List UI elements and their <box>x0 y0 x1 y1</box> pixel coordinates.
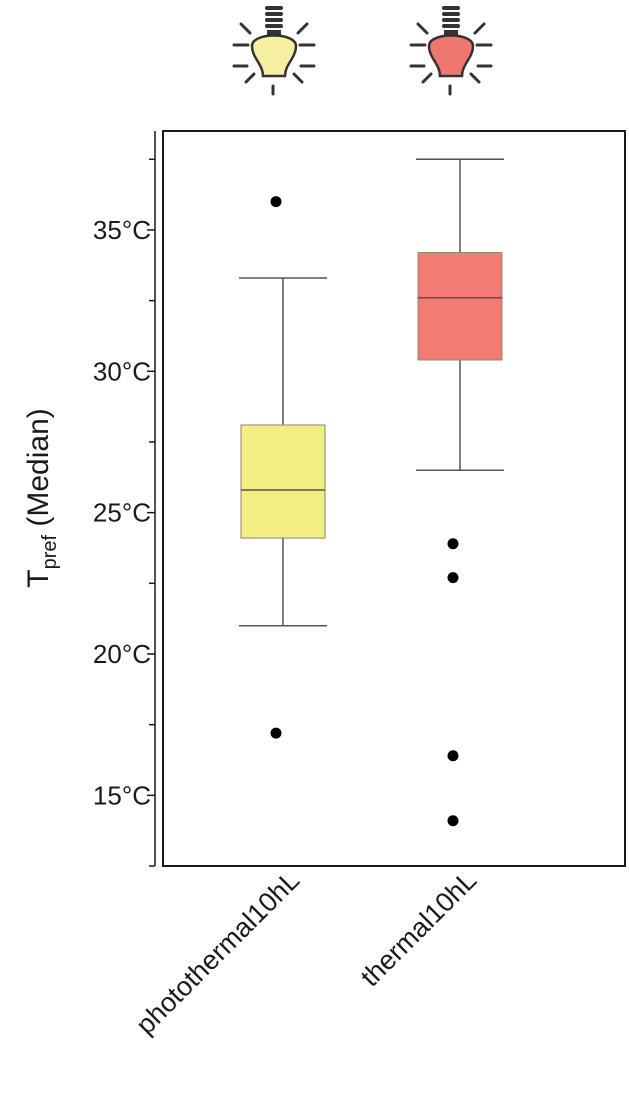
light-ray <box>469 72 481 84</box>
y-axis-title-suffix: (Median) <box>22 408 55 535</box>
bulb-glass <box>250 34 298 78</box>
bulb-neck <box>444 30 458 36</box>
bulb-base-ring <box>265 12 283 16</box>
lightbulb-icons <box>232 6 493 96</box>
box-iqr <box>240 424 326 539</box>
bulb-base-ring <box>442 24 460 28</box>
light-ray <box>244 72 256 84</box>
outlier-point <box>270 727 282 739</box>
light-ray <box>421 72 433 84</box>
y-axis: 15°C 20°C 25°C 30°C 35°C <box>93 131 156 867</box>
y-tick-label: 15°C <box>93 780 151 810</box>
y-tick-label: 25°C <box>93 498 151 528</box>
light-ray <box>239 22 252 35</box>
outlier-point <box>447 572 459 584</box>
box-series <box>239 158 504 827</box>
outlier-point <box>447 750 459 762</box>
light-ray <box>296 22 309 35</box>
bulb-glass <box>427 34 475 78</box>
bulb-base-ring <box>265 18 283 22</box>
box-photothermal10hL <box>239 196 327 739</box>
light-ray <box>416 22 429 35</box>
bulb-base-ring <box>265 6 283 10</box>
bulb-neck <box>267 30 281 36</box>
plot-frame <box>162 130 626 867</box>
y-tick-label: 20°C <box>93 639 151 669</box>
outlier-point <box>270 196 282 208</box>
box-thermal10hL <box>416 158 504 827</box>
x-axis-labels: photothermal10hL thermal10hL <box>130 865 482 1040</box>
y-axis-title-subscript: pref <box>39 535 61 570</box>
light-ray <box>292 72 304 84</box>
box-iqr <box>417 252 503 361</box>
light-ray <box>473 22 486 35</box>
y-tick-label: 35°C <box>93 215 151 245</box>
y-tick-label: 30°C <box>93 356 151 386</box>
bulb-base-ring <box>442 6 460 10</box>
x-category-label: thermal10hL <box>355 865 482 992</box>
outlier-point <box>447 815 459 827</box>
y-axis-title-main: T <box>22 569 55 587</box>
y-axis-title: Tpref (Median) <box>22 408 61 588</box>
outlier-point <box>447 538 459 550</box>
bulb-base-ring <box>265 24 283 28</box>
x-category-label: photothermal10hL <box>130 865 305 1040</box>
bulb-base-ring <box>442 12 460 16</box>
bulb-base-ring <box>442 18 460 22</box>
lightbulb-icon <box>409 6 493 96</box>
lightbulb-icon <box>232 6 316 96</box>
